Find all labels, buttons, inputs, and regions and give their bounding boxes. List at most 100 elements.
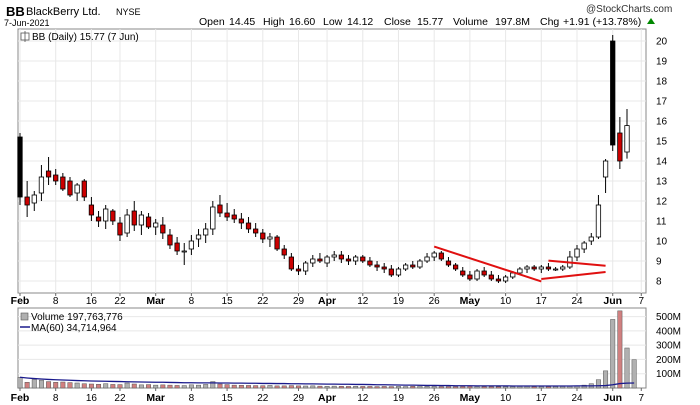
candle-body: [581, 242, 587, 250]
x-tick-label: 7: [639, 296, 645, 307]
quote-change-value: +1.91 (+13.78%): [563, 16, 641, 28]
volume-bar: [281, 385, 287, 389]
volume-bar: [631, 359, 637, 389]
volume-bar: [138, 384, 144, 389]
x-tick-label: 8: [189, 393, 195, 404]
candle-body: [545, 266, 552, 270]
candle-body: [31, 194, 37, 204]
x-tick-label: 24: [571, 296, 583, 307]
price-y-tick-label: 20: [656, 37, 668, 48]
candle-body: [445, 260, 452, 266]
price-y-tick-label: 10: [656, 237, 668, 248]
x-axis-volume: Feb 8 16 22 Mar 8 15 22 29 Apr 12 19 26 May 10 17 24 Jun 7: [11, 388, 645, 404]
trendline: [541, 271, 606, 280]
candle-body: [160, 224, 166, 234]
candle-body: [460, 270, 466, 276]
candle-body: [253, 228, 259, 234]
volume-bar: [510, 386, 516, 389]
candle-body: [495, 278, 502, 282]
candle-body: [274, 236, 280, 250]
x-tick-label: 22: [114, 393, 126, 404]
candle-body: [488, 274, 494, 280]
volume-y-tick-label: 500M: [656, 312, 681, 323]
volume-bar: [81, 383, 87, 389]
volume-bar: [288, 385, 294, 389]
up-arrow-icon: [647, 18, 655, 24]
x-tick-label: Jun: [603, 295, 622, 307]
candle-body: [45, 170, 52, 178]
candle-body: [588, 236, 594, 242]
x-tick-label: 15: [222, 393, 234, 404]
quote-close-label: Close: [384, 16, 411, 28]
quote-low-value: 14.12: [347, 16, 373, 28]
price-y-tick-label: 8: [656, 277, 662, 288]
price-y-tick-label: 18: [656, 77, 668, 88]
candle-body: [531, 266, 537, 270]
volume-bar: [424, 386, 430, 389]
x-tick-label: 29: [293, 296, 305, 307]
quote-open-label: Open: [199, 16, 225, 28]
price-panel: 8 9 10 11 12 13 14 15 16 17 18 19 20 BB (Daily) 15.7…: [17, 28, 668, 294]
volume-bar: [224, 384, 230, 389]
candle-body: [524, 266, 530, 270]
volume-bar: [146, 384, 152, 389]
x-tick-label: 17: [536, 296, 548, 307]
candle-body: [538, 266, 544, 270]
x-tick-label: 12: [357, 393, 369, 404]
volume-bar: [88, 383, 94, 389]
candle-body: [410, 264, 416, 268]
x-axis-price: Feb 8 16 22 Mar 8 15 22 29 Apr 12 19 26 May 10 17 24 Jun 7: [11, 293, 645, 307]
x-tick-label: 26: [429, 296, 441, 307]
candle-body: [431, 252, 437, 258]
candle-body: [188, 240, 195, 250]
candle-body: [438, 252, 444, 260]
x-tick-label: Feb: [11, 392, 30, 404]
quote-high-value: 16.60: [289, 16, 315, 28]
x-tick-label: 26: [429, 393, 441, 404]
candle-body: [310, 258, 316, 264]
candle-body: [395, 268, 402, 276]
volume-bar: [553, 386, 559, 389]
candle-body: [124, 214, 130, 234]
volume-bar: [196, 384, 201, 389]
quote-change-label: Chg: [540, 16, 559, 28]
candle-body: [181, 250, 187, 253]
candle-body: [203, 228, 209, 236]
x-tick-label: 8: [53, 296, 59, 307]
candle-body: [260, 232, 266, 240]
candle-body: [17, 136, 23, 198]
volume-bar: [260, 385, 266, 389]
price-y-tick-label: 15: [656, 137, 668, 148]
volume-bar: [481, 386, 487, 389]
volume-bar: [331, 385, 337, 389]
legend-volume-swatch: [20, 312, 29, 321]
x-tick-label: 10: [500, 296, 512, 307]
candle-body: [131, 210, 137, 226]
candle-body: [353, 256, 359, 262]
volume-bar: [267, 385, 273, 389]
volume-y-tick-label: 100M: [656, 369, 681, 380]
candle-body: [60, 176, 66, 190]
candle-body: [610, 40, 616, 146]
company-name: BlackBerry Ltd.: [26, 6, 101, 18]
volume-bar: [103, 383, 109, 389]
x-tick-label: Mar: [146, 392, 165, 404]
candle-body: [224, 212, 230, 218]
price-y-tick-label: 13: [656, 177, 668, 188]
volume-bar: [431, 386, 437, 389]
candle-body: [145, 216, 152, 228]
candle-body: [360, 256, 366, 262]
x-tick-label: 29: [293, 393, 305, 404]
volume-bar: [374, 386, 380, 389]
volume-bar: [488, 386, 494, 389]
price-y-tick-label: 14: [656, 157, 668, 168]
candle-body: [153, 222, 159, 228]
x-tick-label: 17: [536, 393, 548, 404]
candle-body: [53, 174, 59, 182]
volume-bar: [367, 386, 373, 389]
ma-legend-text: MA(60) 34,714,964: [31, 323, 117, 334]
x-tick-label: 16: [86, 393, 98, 404]
candle-body: [617, 132, 623, 162]
quote-low-label: Low: [323, 16, 343, 28]
